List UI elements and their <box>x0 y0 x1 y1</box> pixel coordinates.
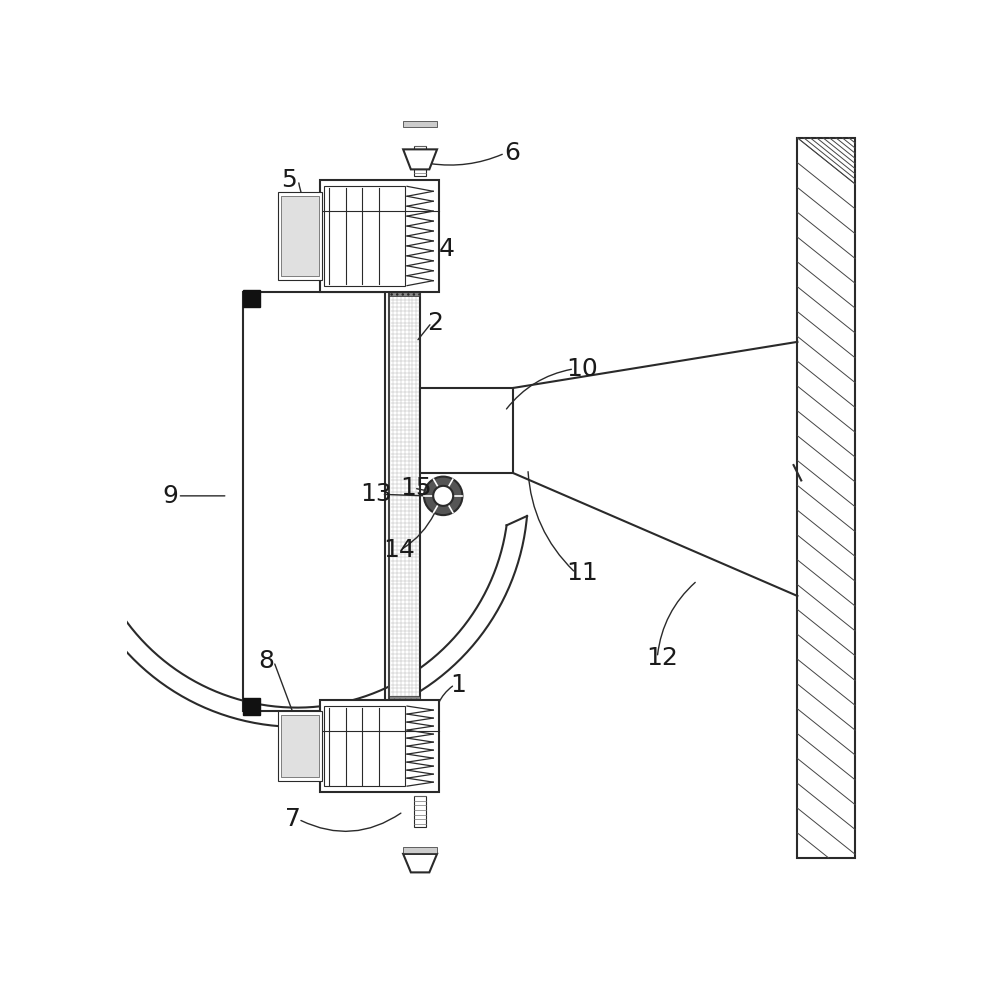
Text: 12: 12 <box>647 645 679 670</box>
Text: 13: 13 <box>360 482 392 506</box>
Bar <box>414 796 426 827</box>
Polygon shape <box>403 854 437 872</box>
Bar <box>324 706 405 786</box>
Text: 14: 14 <box>383 537 415 562</box>
Bar <box>420 388 512 473</box>
Text: 1: 1 <box>451 673 467 697</box>
Bar <box>389 291 420 770</box>
Polygon shape <box>403 149 437 169</box>
Bar <box>243 290 260 307</box>
Bar <box>389 697 420 715</box>
Text: 11: 11 <box>566 561 598 585</box>
Circle shape <box>424 476 462 515</box>
Text: 7: 7 <box>285 807 301 831</box>
Bar <box>403 847 437 854</box>
Bar <box>324 187 405 286</box>
Text: 8: 8 <box>258 649 274 674</box>
Bar <box>281 715 319 777</box>
Text: 15: 15 <box>400 476 432 500</box>
Circle shape <box>433 486 453 506</box>
Text: 10: 10 <box>566 357 598 380</box>
Bar <box>389 273 420 295</box>
Text: 2: 2 <box>428 310 444 335</box>
Text: 4: 4 <box>439 237 455 262</box>
Text: 9: 9 <box>162 484 178 508</box>
Bar <box>243 291 385 711</box>
Bar <box>278 192 322 281</box>
Bar <box>281 196 319 277</box>
Bar <box>278 711 322 781</box>
Bar <box>414 145 426 176</box>
Bar <box>320 700 439 792</box>
Bar <box>243 698 260 714</box>
Bar <box>797 137 855 858</box>
Text: 6: 6 <box>505 141 520 165</box>
Bar <box>320 180 439 291</box>
Text: 5: 5 <box>281 168 297 192</box>
Bar <box>403 121 437 127</box>
